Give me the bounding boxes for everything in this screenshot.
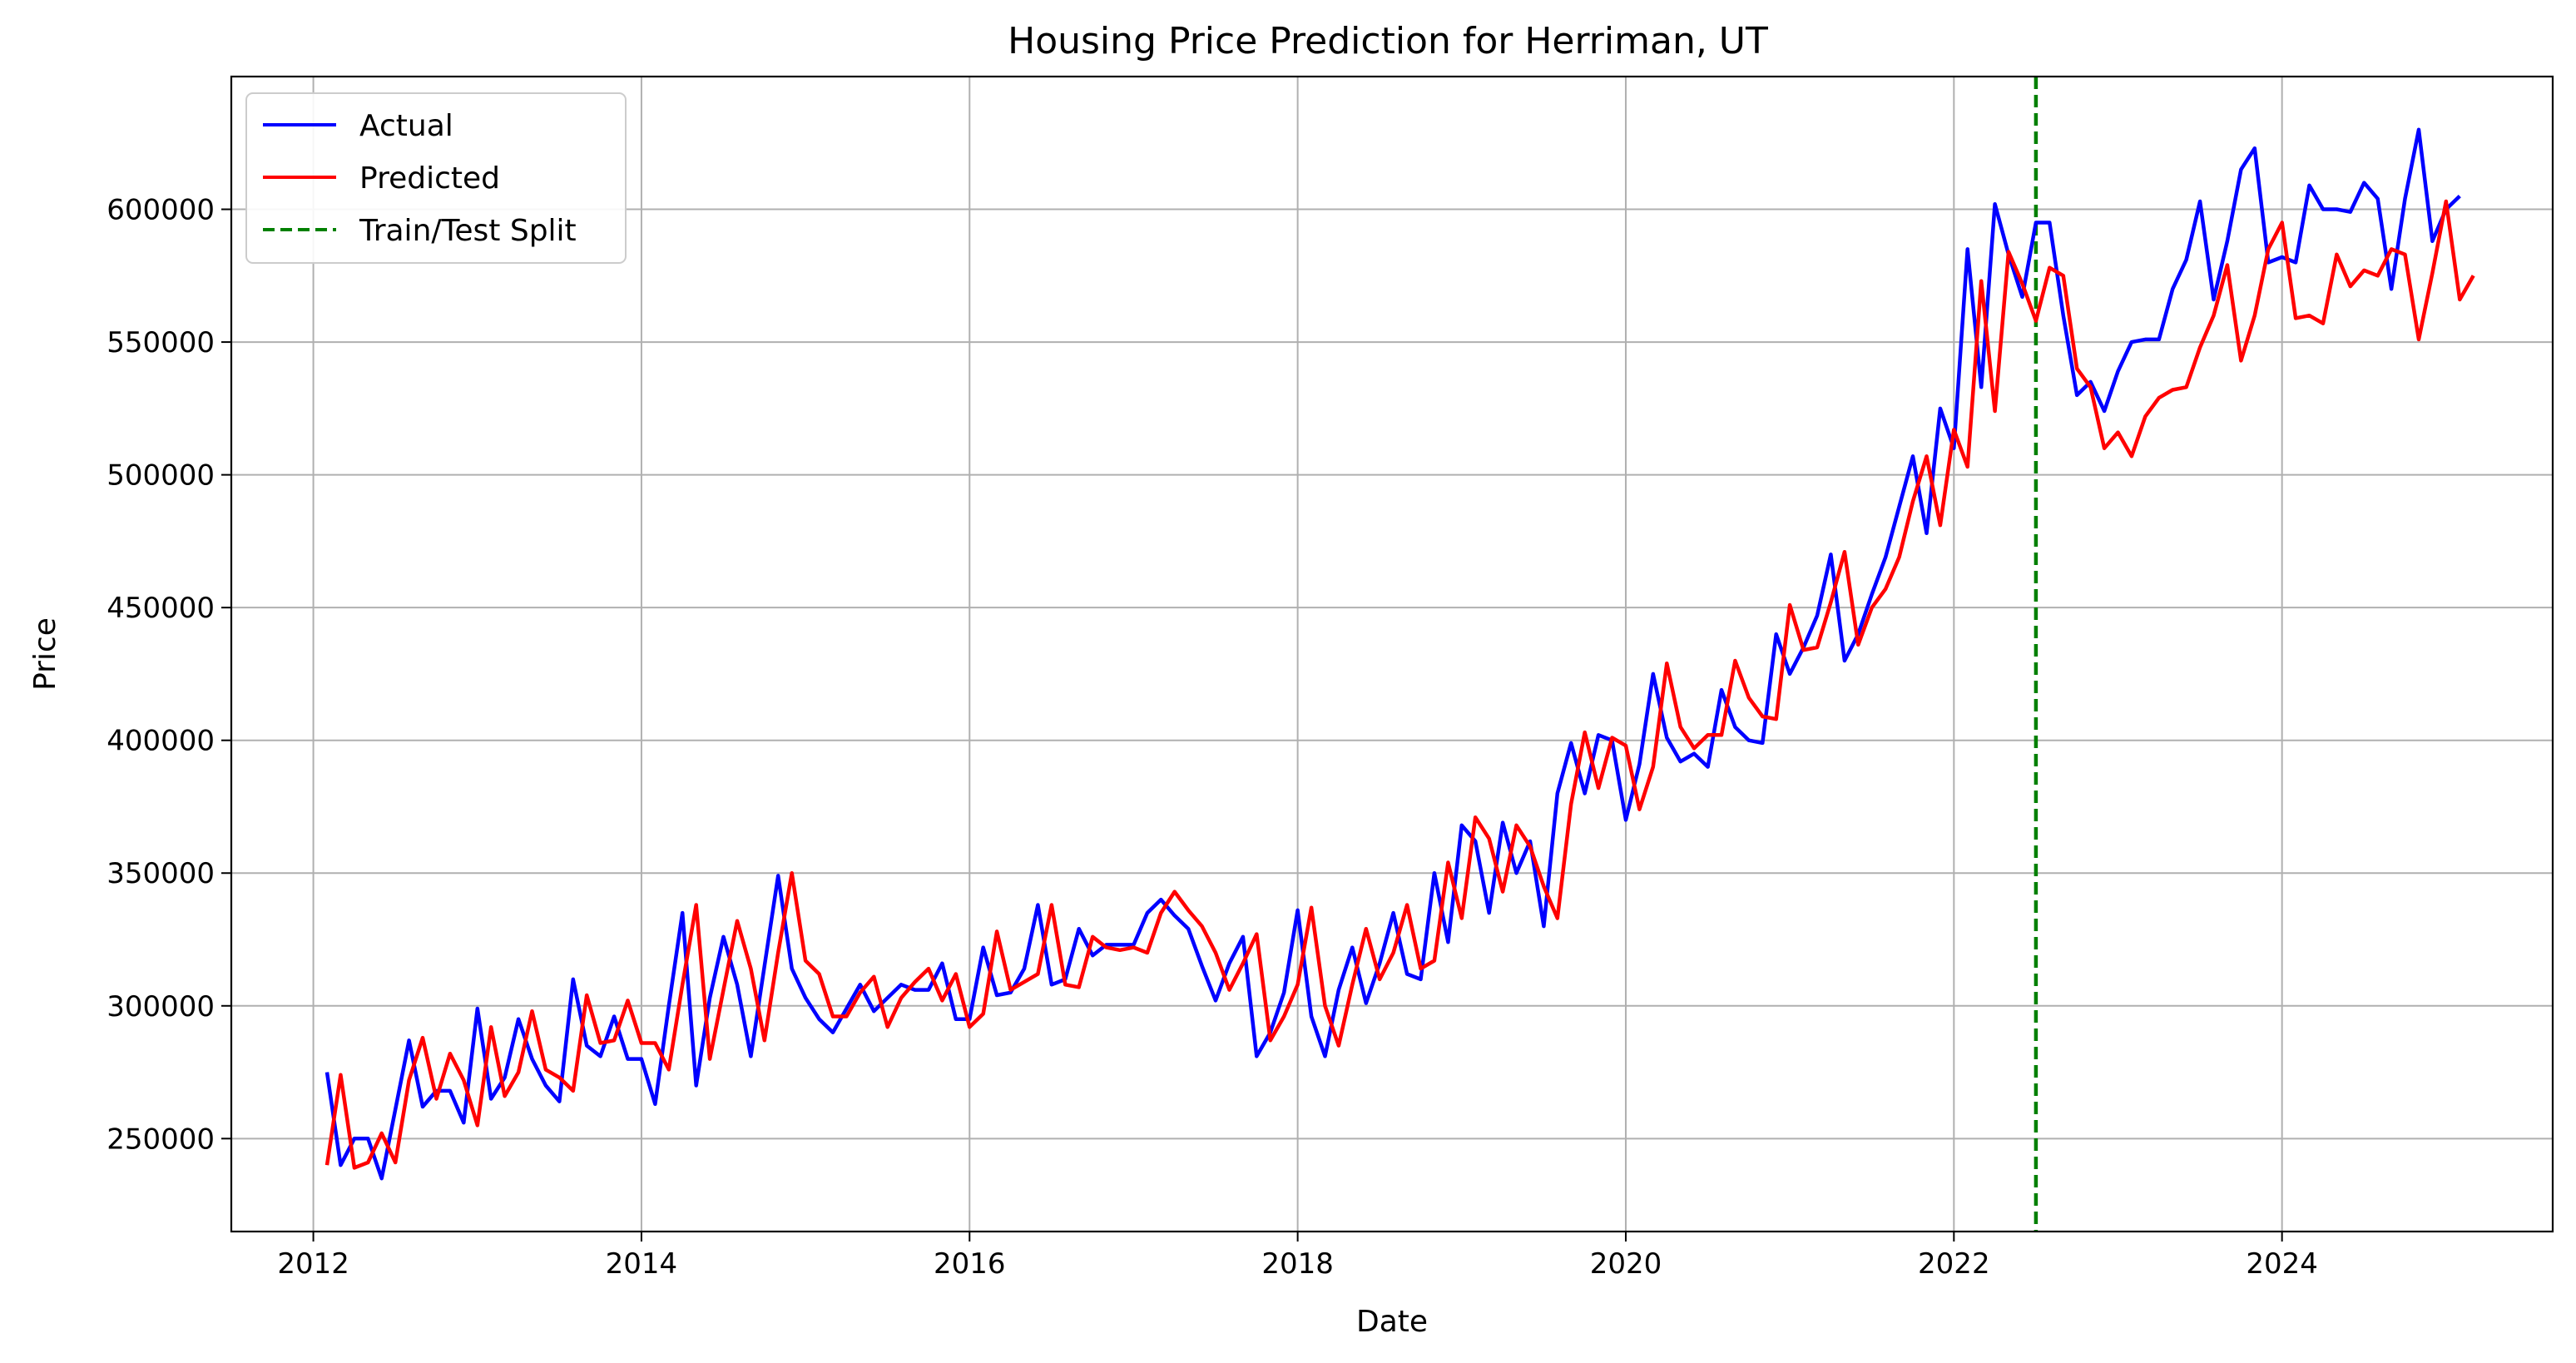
plot-frame (230, 75, 2554, 1233)
y-tick-label: 350000 (107, 857, 215, 890)
series-line-actual (324, 127, 2461, 1181)
legend-label-predicted: Predicted (359, 161, 500, 196)
y-tick-label: 500000 (107, 459, 215, 493)
legend-label-actual: Actual (359, 109, 453, 143)
y-tick-label: 250000 (107, 1123, 215, 1156)
x-tick-label: 2020 (1590, 1247, 1662, 1281)
x-tick-label: 2022 (1918, 1247, 1990, 1281)
x-tick-label: 2018 (1261, 1247, 1334, 1281)
y-tick-label: 450000 (107, 592, 215, 625)
chart-title: Housing Price Prediction for Herriman, U… (1008, 20, 1768, 62)
y-tick-label: 300000 (107, 990, 215, 1023)
y-axis-label: Price (28, 617, 62, 691)
series-line-predicted (324, 199, 2475, 1170)
y-tick-label: 550000 (107, 326, 215, 359)
y-axis: 250000 300000 350000 400000 450000 500000 5500… (107, 194, 231, 1156)
x-tick-label: 2014 (606, 1247, 678, 1281)
legend-box (245, 92, 627, 264)
x-tick-label: 2024 (2246, 1247, 2318, 1281)
grid (231, 77, 2553, 1232)
legend: Actual Predicted Train/Test Split (245, 92, 627, 264)
x-tick-label: 2016 (934, 1247, 1006, 1281)
x-axis: 2012 2014 2016 2018 2020 2022 2024 (277, 1232, 2318, 1281)
y-tick-label: 600000 (107, 194, 215, 227)
legend-label-split: Train/Test Split (359, 214, 577, 248)
x-tick-label: 2012 (277, 1247, 349, 1281)
y-tick-label: 400000 (107, 725, 215, 758)
series-layer (324, 127, 2475, 1181)
x-axis-label: Date (1356, 1305, 1428, 1339)
